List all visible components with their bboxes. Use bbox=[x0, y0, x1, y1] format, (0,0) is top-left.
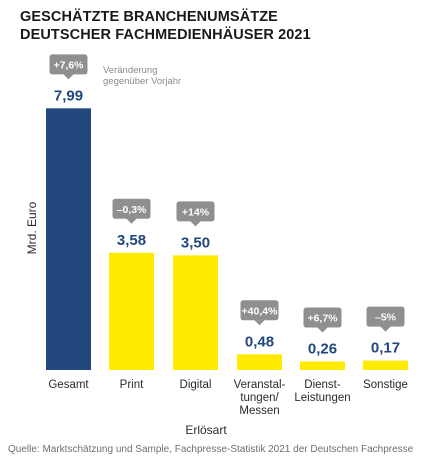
change-badge-3 bbox=[240, 300, 279, 326]
category-label-1: Print bbox=[120, 379, 144, 391]
change-label-1: –0,3% bbox=[117, 204, 147, 216]
category-label-3-line-0: Veranstal- bbox=[234, 379, 286, 391]
category-label-4-line-1: Leistungen bbox=[294, 392, 350, 404]
chart-title-line-2: DEUTSCHER FACHMEDIENHÄUSER 2021 bbox=[20, 27, 311, 43]
category-label-5: Sonstige bbox=[363, 379, 408, 391]
change-legend-line-0: Veränderung bbox=[103, 65, 157, 76]
value-label-0: 7,99 bbox=[54, 87, 83, 104]
x-axis-label: Erlösart bbox=[185, 423, 227, 437]
category-label-3-line-2: Messen bbox=[239, 405, 279, 417]
value-label-2: 3,50 bbox=[181, 234, 210, 251]
change-label-3: +40,4% bbox=[242, 305, 279, 317]
change-label-2: +14% bbox=[182, 206, 210, 218]
change-badge-2 bbox=[176, 201, 215, 227]
change-legend-line-1: gegenüber Vorjahr bbox=[103, 76, 181, 87]
bar-4 bbox=[300, 361, 345, 370]
category-label-3-line-1: tungen/ bbox=[240, 392, 279, 404]
bar-2 bbox=[173, 255, 218, 370]
category-label-0: Gesamt bbox=[48, 379, 89, 391]
change-badge-5 bbox=[366, 306, 405, 332]
category-label-2: Digital bbox=[180, 379, 212, 391]
bar-1 bbox=[109, 252, 154, 370]
change-badge-0 bbox=[49, 54, 88, 80]
change-badge-1 bbox=[112, 198, 151, 224]
chart-title: GESCHÄTZTE BRANCHENUMSÄTZE DEUTSCHER FAC… bbox=[20, 8, 420, 44]
change-badge-4 bbox=[303, 307, 342, 333]
change-label-4: +6,7% bbox=[307, 312, 338, 324]
y-axis-label: Mrd. Euro bbox=[25, 201, 39, 254]
value-label-4: 0,26 bbox=[308, 340, 337, 357]
bar-chart: 7,99 +7,6% Gesamt 3,58 –0,3% Print 3,50 +14% Dig… bbox=[25, 54, 408, 437]
chart-title-line-1: GESCHÄTZTE BRANCHENUMSÄTZE bbox=[20, 9, 278, 25]
change-label-5: –5% bbox=[375, 312, 397, 324]
value-label-5: 0,17 bbox=[371, 340, 400, 357]
value-label-1: 3,58 bbox=[117, 232, 146, 249]
value-label-3: 0,48 bbox=[245, 333, 274, 350]
category-label-4-line-0: Dienst- bbox=[304, 379, 341, 391]
source-note: Quelle: Marktschätzung und Sample, Fachp… bbox=[8, 444, 414, 455]
bar-5 bbox=[363, 360, 408, 370]
bar-3 bbox=[237, 354, 282, 370]
bar-0 bbox=[46, 108, 91, 370]
change-label-0: +7,6% bbox=[53, 59, 84, 71]
